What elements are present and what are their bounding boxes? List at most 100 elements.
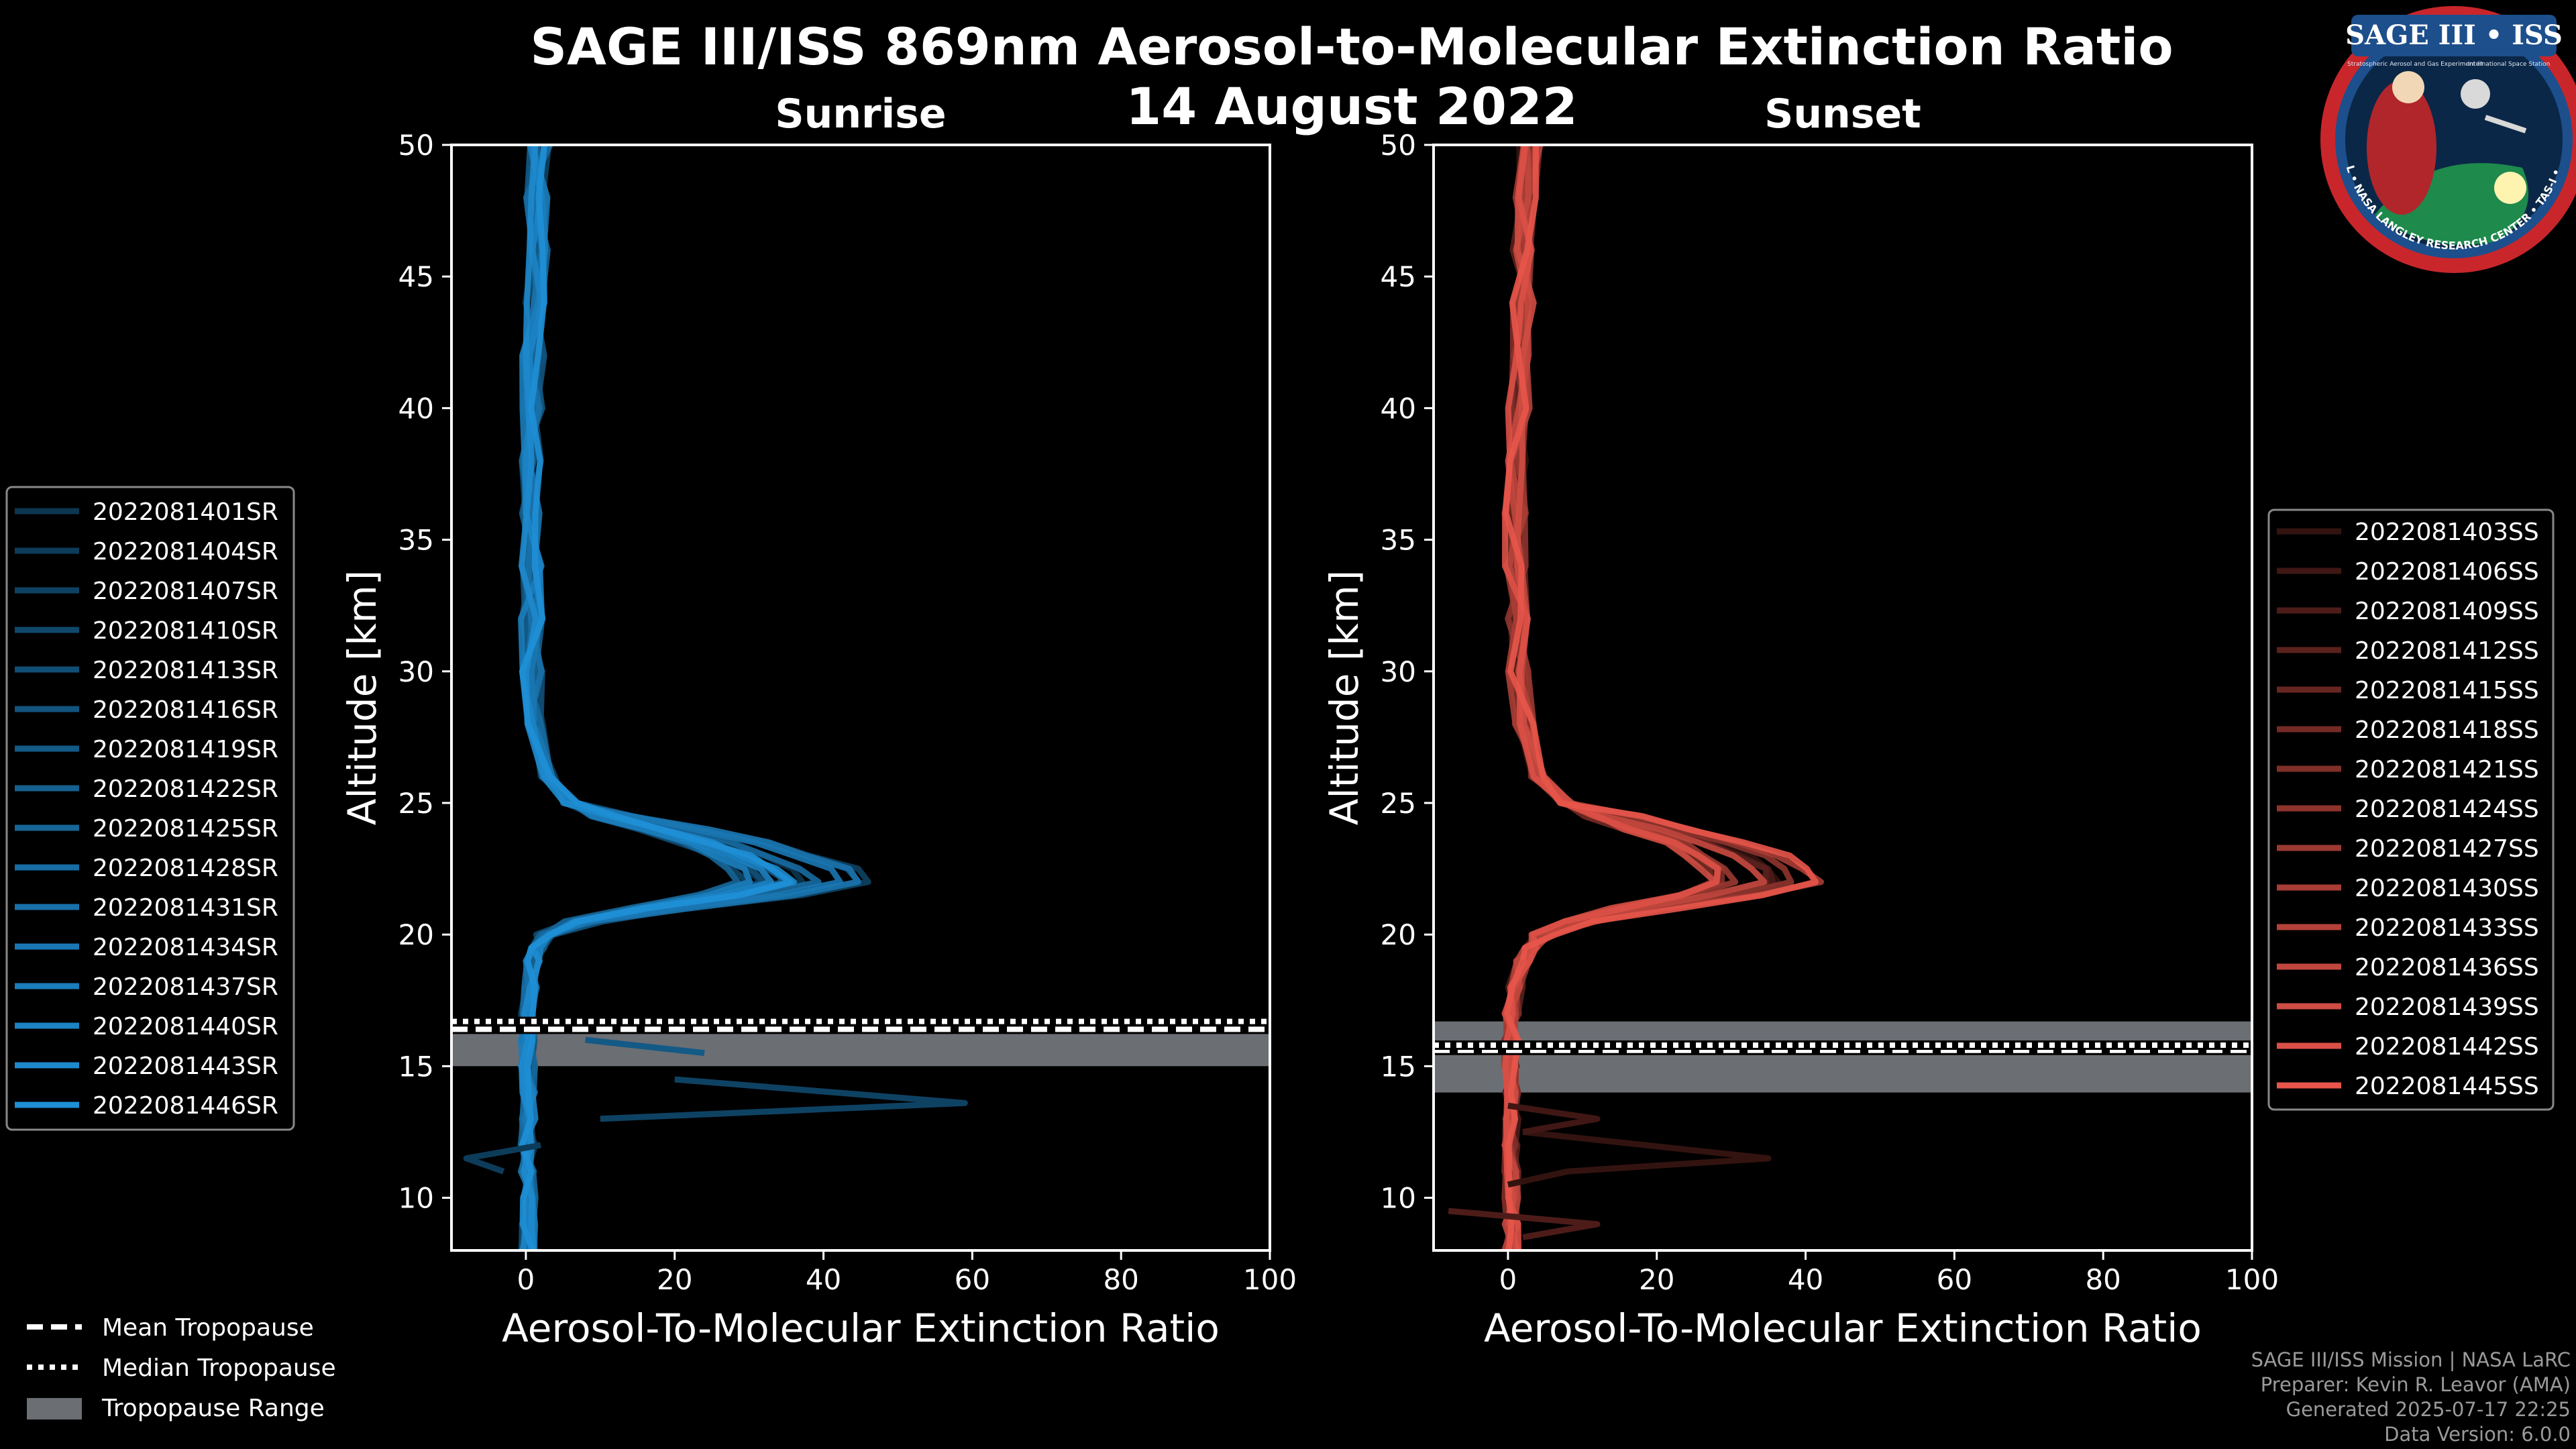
outlier-2022081419SR <box>585 1036 705 1057</box>
legend-label-2022081412SS: 2022081412SS <box>2355 637 2539 665</box>
profile-2022081439SS <box>1501 144 1719 1252</box>
logo-title: SAGE III • ISS <box>2345 19 2563 51</box>
sunrise-tropopause-lines <box>451 1016 1270 1034</box>
legend-label-2022081428SR: 2022081428SR <box>93 855 278 882</box>
sunset-tropopause-lines <box>1434 1040 2252 1055</box>
outlier-2022081403SS <box>1507 1128 1772 1188</box>
legend-label-2022081407SR: 2022081407SR <box>93 578 278 605</box>
sunset-plot-frame <box>1432 144 2253 1252</box>
legend-label-2022081430SS: 2022081430SS <box>2355 875 2539 902</box>
tropopause-legend: Mean Tropopause Median Tropopause Tropop… <box>27 1314 336 1422</box>
ss-ytick-label: 20 <box>1381 918 1416 951</box>
legend-label-2022081404SR: 2022081404SR <box>93 538 278 566</box>
median-tropopause-label: Median Tropopause <box>102 1354 336 1382</box>
sunset-panel-title: Sunset <box>1764 91 1921 138</box>
sr-ytick-label: 15 <box>398 1050 434 1083</box>
sun-shape <box>2494 172 2526 204</box>
sr-xtick-label: 60 <box>955 1263 990 1296</box>
logo-subtitle-2: International Space Station <box>2468 61 2551 68</box>
legend-label-2022081406SS: 2022081406SS <box>2355 558 2539 586</box>
sr-ytick-label: 50 <box>398 129 434 162</box>
sr-xtick-label: 80 <box>1103 1263 1138 1296</box>
sunrise-y-label: Altitude [km] <box>339 570 385 825</box>
sunset-x-ticks: 0 20 40 60 80 100 <box>1499 1250 2279 1296</box>
sr-ytick-label: 20 <box>398 918 434 951</box>
ss-tropopause-range-band <box>1434 1021 2252 1093</box>
credit-version: Data Version: 6.0.0 <box>2384 1423 2571 1446</box>
ss-ytick-label: 10 <box>1381 1182 1416 1215</box>
legend-label-2022081403SS: 2022081403SS <box>2355 519 2539 546</box>
outlier-2022081409SS <box>1448 1208 1601 1240</box>
legend-label-2022081409SS: 2022081409SS <box>2355 598 2539 625</box>
legend-label-2022081431SR: 2022081431SR <box>93 894 278 922</box>
credit-mission: SAGE III/ISS Mission | NASA LaRC <box>2251 1348 2571 1371</box>
figure-head <box>2392 71 2424 103</box>
legend-label-2022081443SR: 2022081443SR <box>93 1053 278 1080</box>
legend-label-2022081416SR: 2022081416SR <box>93 696 278 724</box>
mean-tropopause-label: Mean Tropopause <box>102 1314 314 1342</box>
ss-xtick-label: 60 <box>1937 1263 1972 1296</box>
legend-label-2022081401SR: 2022081401SR <box>93 498 278 526</box>
legend-label-2022081415SS: 2022081415SS <box>2355 677 2539 704</box>
ss-xtick-label: 100 <box>2225 1263 2279 1296</box>
ss-xtick-label: 80 <box>2085 1263 2121 1296</box>
sr-ytick-label: 35 <box>398 524 434 557</box>
sunset-tropopause-range <box>1434 1021 2252 1093</box>
sunrise-panel-title: Sunrise <box>775 91 946 138</box>
ss-xtick-label: 20 <box>1639 1263 1674 1296</box>
legend-label-2022081436SS: 2022081436SS <box>2355 954 2539 981</box>
profile-2022081443SR <box>518 144 797 1251</box>
sunrise-plot-frame <box>450 144 1271 1252</box>
sunset-panel: Sunset 0 20 40 60 80 100 10 15 20 25 30 35 40 45 50 A… <box>1322 91 2279 1351</box>
sr-xtick-label: 20 <box>657 1263 692 1296</box>
ss-ytick-label: 40 <box>1381 392 1416 425</box>
outlier-2022081407SR <box>600 1076 968 1122</box>
sr-ytick-label: 25 <box>398 787 434 820</box>
sunrise-legend: 2022081401SR 2022081404SR 2022081407SR 2022… <box>5 486 295 1131</box>
legend-label-2022081437SR: 2022081437SR <box>93 973 278 1001</box>
sunset-profiles <box>1448 144 1824 1252</box>
profile-2022081445SS <box>1503 145 1819 1251</box>
legend-label-2022081419SR: 2022081419SR <box>93 736 278 763</box>
outlier-2022081404SR <box>463 1142 541 1175</box>
ss-ytick-label: 15 <box>1381 1050 1416 1083</box>
sr-ytick-label: 10 <box>398 1182 434 1215</box>
ss-ytick-label: 30 <box>1381 655 1416 688</box>
sunrise-x-label: Aerosol-To-Molecular Extinction Ratio <box>502 1305 1220 1351</box>
legend-label-2022081427SS: 2022081427SS <box>2355 835 2539 863</box>
sr-xtick-label: 40 <box>806 1263 841 1296</box>
legend-label-2022081425SR: 2022081425SR <box>93 815 278 843</box>
sunset-y-ticks: 10 15 20 25 30 35 40 45 50 <box>1381 129 1434 1215</box>
profile-2022081440SR <box>518 144 775 1251</box>
sunrise-panel: Sunrise 0 20 40 60 80 100 101520253035404550 … <box>339 91 1297 1351</box>
credit-preparer: Preparer: Kevin R. Leavor (AMA) <box>2261 1373 2571 1396</box>
ss-xtick-label: 40 <box>1788 1263 1823 1296</box>
legend-label-2022081439SS: 2022081439SS <box>2355 994 2539 1021</box>
legend-label-2022081446SR: 2022081446SR <box>93 1092 278 1120</box>
ss-xtick-label: 0 <box>1499 1263 1517 1296</box>
profile-2022081446SR <box>519 144 794 1252</box>
sr-xtick-label: 0 <box>517 1263 535 1296</box>
legend-label-2022081421SS: 2022081421SS <box>2355 756 2539 784</box>
cloak-figure <box>2367 80 2436 215</box>
figure-title: SAGE III/ISS 869nm Aerosol-to-Molecular … <box>530 17 2173 76</box>
ss-ytick-label: 35 <box>1381 524 1416 557</box>
credits: SAGE III/ISS Mission | NASA LaRC Prepare… <box>2251 1348 2571 1446</box>
sr-ytick-label: 40 <box>398 392 434 425</box>
legend-label-2022081422SR: 2022081422SR <box>93 775 278 803</box>
sunset-legend: 2022081403SS 2022081406SS 2022081409SS 2022… <box>2267 508 2555 1111</box>
legend-label-2022081410SR: 2022081410SR <box>93 617 278 645</box>
sunrise-y-ticks: 10 15 20 25 30 35 40 45 50 <box>398 129 451 1215</box>
legend-label-2022081442SS: 2022081442SS <box>2355 1033 2539 1061</box>
ss-ytick-label: 45 <box>1381 260 1416 293</box>
tropopause-range-swatch <box>27 1398 82 1419</box>
legend-label-2022081445SS: 2022081445SS <box>2355 1073 2539 1100</box>
legend-label-2022081418SS: 2022081418SS <box>2355 716 2539 744</box>
legend-label-2022081434SR: 2022081434SR <box>93 934 278 961</box>
legend-label-2022081433SS: 2022081433SS <box>2355 914 2539 942</box>
legend-label-2022081424SS: 2022081424SS <box>2355 796 2539 823</box>
legend-label-2022081413SR: 2022081413SR <box>93 657 278 684</box>
logo-subtitle: Stratospheric Aerosol and Gas Experiment… <box>2347 61 2483 68</box>
ss-ytick-label: 25 <box>1381 787 1416 820</box>
